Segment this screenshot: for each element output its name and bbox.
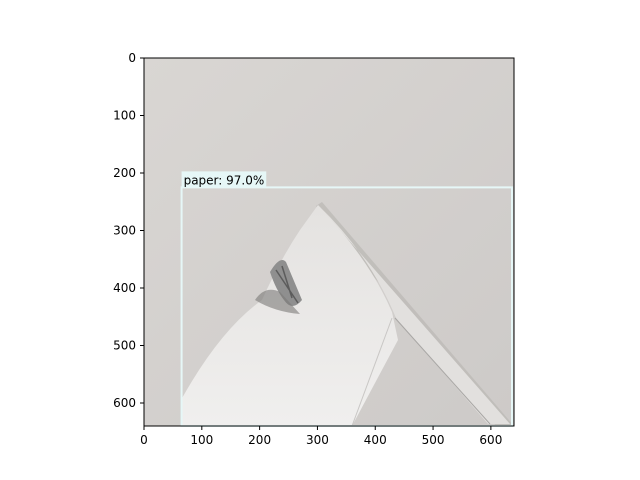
x-tick-label: 100 (190, 433, 213, 447)
y-tick-label: 400 (113, 281, 136, 295)
detection-label-background (181, 171, 267, 188)
y-tick-label: 600 (113, 396, 136, 410)
detection-label: paper: 97.0% (184, 173, 265, 187)
y-tick-label: 200 (113, 166, 136, 180)
y-tick-label: 300 (113, 224, 136, 238)
axes-frame (143, 57, 515, 427)
y-tick-label: 500 (113, 339, 136, 353)
x-axis: 0 100 200 300 400 500 600 (140, 426, 502, 447)
x-tick-label: 400 (364, 433, 387, 447)
y-tick-label: 0 (128, 51, 136, 65)
x-tick-label: 600 (479, 433, 502, 447)
photo-image (144, 58, 514, 426)
x-tick-label: 200 (248, 433, 271, 447)
x-tick-label: 300 (306, 433, 329, 447)
y-tick-label: 100 (113, 109, 136, 123)
x-tick-label: 500 (422, 433, 445, 447)
y-axis: 0 100 200 300 400 500 600 (113, 51, 144, 410)
x-tick-label: 0 (140, 433, 148, 447)
